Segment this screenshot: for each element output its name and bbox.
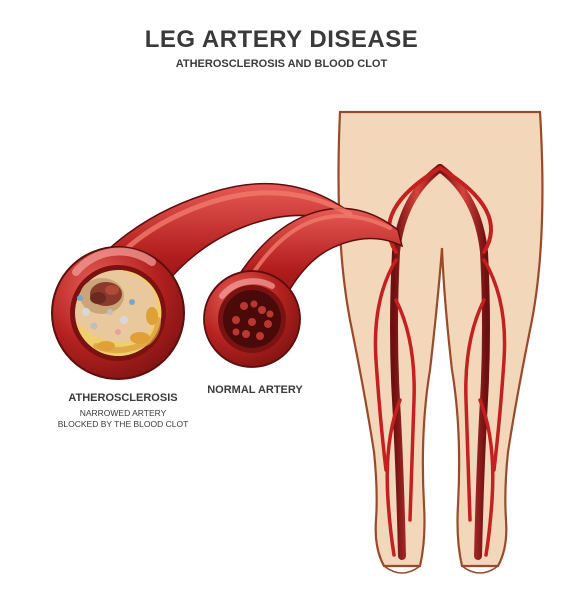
diagram-stage: [0, 0, 563, 600]
normal-artery-section: [204, 271, 300, 367]
label-diseased-sub: NARROWED ARTERY BLOCKED BY THE BLOOD CLO…: [48, 408, 198, 429]
diseased-artery-section: [52, 247, 184, 379]
label-diseased-heading: ATHEROSCLEROSIS: [48, 392, 198, 404]
legs-illustration: [339, 112, 543, 573]
blood-clot: [90, 282, 122, 306]
label-diseased: ATHEROSCLEROSIS NARROWED ARTERY BLOCKED …: [48, 392, 198, 429]
label-normal: NORMAL ARTERY: [200, 384, 310, 396]
label-normal-heading: NORMAL ARTERY: [200, 384, 310, 396]
legs-skin: [339, 112, 543, 566]
